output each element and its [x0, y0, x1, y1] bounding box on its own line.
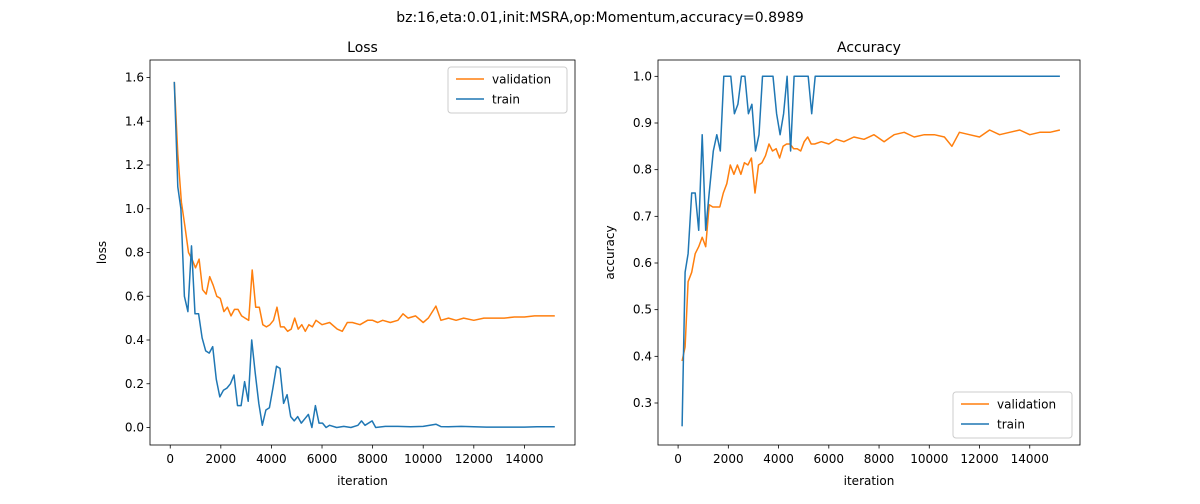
- x-tick-label: 14000: [505, 452, 543, 466]
- x-tick-label: 6000: [307, 452, 338, 466]
- y-tick-label: 0.5: [633, 303, 652, 317]
- y-tick-label: 0.0: [125, 421, 144, 435]
- x-tick-label: 8000: [864, 452, 895, 466]
- x-tick-label: 4000: [256, 452, 287, 466]
- legend-label-validation: validation: [997, 398, 1056, 412]
- y-tick-label: 0.3: [633, 396, 652, 410]
- y-tick-label: 1.4: [125, 114, 144, 128]
- y-tick-label: 1.6: [125, 71, 144, 85]
- y-axis-label: accuracy: [603, 225, 617, 279]
- x-tick-label: 0: [166, 452, 174, 466]
- y-tick-label: 0.6: [125, 289, 144, 303]
- legend-label-train: train: [492, 93, 520, 107]
- legend: validation train: [952, 391, 1073, 439]
- loss-axes: 0 2000 4000 6000 8000 10000 12000 14000 0.0 0.2 0.…: [95, 40, 576, 488]
- x-tick-label: 14000: [1011, 452, 1049, 466]
- y-axis-label: loss: [95, 241, 109, 264]
- x-tick-label: 2000: [206, 452, 237, 466]
- series-line-validation: [681, 129, 1061, 362]
- y-tick-label: 1.0: [633, 69, 652, 83]
- y-tick-label: 0.6: [633, 256, 652, 270]
- legend-label-train: train: [997, 418, 1025, 432]
- y-tick-label: 0.8: [633, 163, 652, 177]
- x-tick-label: 12000: [960, 452, 998, 466]
- x-tick-label: 4000: [763, 452, 794, 466]
- x-axis-label: iteration: [844, 474, 895, 488]
- x-tick-label: 10000: [404, 452, 442, 466]
- x-tick-label: 8000: [357, 452, 388, 466]
- y-tick-label: 0.8: [125, 246, 144, 260]
- y-tick-label: 0.4: [633, 349, 652, 363]
- series-line-train: [173, 81, 555, 429]
- x-axis-label: iteration: [337, 474, 388, 488]
- figure-suptitle: bz:16,eta:0.01,init:MSRA,op:Momentum,acc…: [396, 10, 804, 26]
- series-line-train: [681, 75, 1060, 427]
- x-tick-label: 6000: [814, 452, 845, 466]
- axes-frame: [657, 59, 1081, 446]
- axes-frame: [149, 59, 576, 446]
- series-line-validation: [173, 81, 555, 333]
- y-tick-label: 0.2: [125, 377, 144, 391]
- axes-title: Loss: [347, 40, 378, 56]
- axes-title: Accuracy: [837, 40, 901, 56]
- y-tick-label: 0.4: [125, 333, 144, 347]
- x-tick-label: 0: [674, 452, 682, 466]
- y-tick-label: 0.7: [633, 209, 652, 223]
- x-tick-label: 12000: [455, 452, 493, 466]
- legend: validation train: [447, 66, 568, 114]
- legend-label-validation: validation: [492, 73, 551, 87]
- accuracy-axes: 0 2000 4000 6000 8000 10000 12000 14000 0.3 0.4 0.…: [603, 40, 1081, 488]
- y-tick-label: 0.9: [633, 116, 652, 130]
- x-tick-label: 10000: [910, 452, 948, 466]
- y-tick-label: 1.2: [125, 158, 144, 172]
- x-tick-label: 2000: [713, 452, 744, 466]
- y-tick-label: 1.0: [125, 202, 144, 216]
